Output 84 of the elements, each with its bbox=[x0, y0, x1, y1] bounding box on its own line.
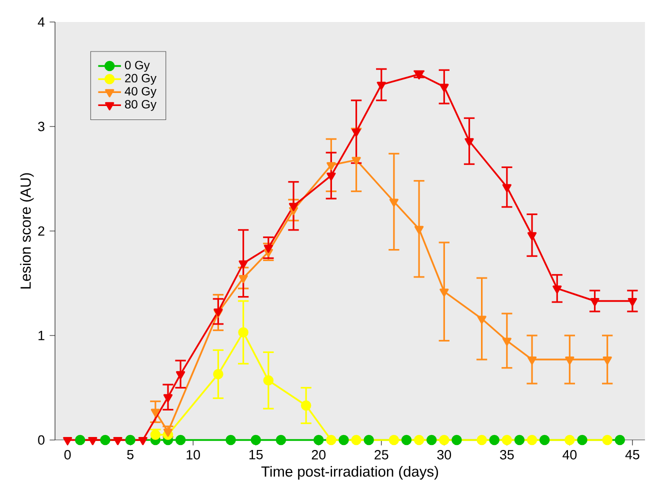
point bbox=[577, 434, 588, 446]
point bbox=[175, 434, 186, 446]
point bbox=[552, 285, 562, 294]
x-tick-label: 0 bbox=[64, 450, 71, 460]
point bbox=[628, 298, 638, 306]
point bbox=[376, 82, 386, 90]
point bbox=[74, 434, 86, 446]
point bbox=[602, 434, 612, 446]
y-tick-label: 2 bbox=[38, 226, 44, 236]
point bbox=[276, 434, 286, 446]
legend-label: 40 Gy bbox=[124, 86, 156, 98]
point bbox=[300, 400, 312, 411]
point bbox=[527, 232, 537, 240]
point bbox=[502, 184, 512, 192]
point bbox=[163, 428, 173, 437]
x-axis-title: Time post-irradiation (days) bbox=[261, 466, 438, 480]
point bbox=[150, 408, 160, 417]
point bbox=[477, 316, 486, 324]
point bbox=[288, 202, 298, 212]
point bbox=[526, 434, 538, 446]
y-tick-label: 4 bbox=[38, 17, 45, 27]
point bbox=[502, 434, 512, 446]
point bbox=[401, 434, 412, 446]
x-tick-label: 45 bbox=[625, 450, 640, 460]
point bbox=[176, 371, 186, 380]
point bbox=[352, 128, 361, 137]
point bbox=[565, 356, 574, 365]
x-tick-label: 25 bbox=[374, 450, 388, 460]
point bbox=[602, 356, 612, 365]
y-tick-label: 0 bbox=[38, 435, 44, 445]
legend-label: 80 Gy bbox=[125, 100, 156, 111]
point bbox=[564, 434, 575, 446]
point bbox=[351, 434, 362, 446]
x-tick-label: 10 bbox=[186, 450, 200, 460]
point bbox=[100, 434, 110, 446]
point bbox=[527, 356, 537, 365]
y-axis-title: Lesion score (AU) bbox=[20, 173, 34, 288]
point bbox=[138, 436, 148, 446]
y-tick-label: 1 bbox=[38, 330, 44, 340]
point bbox=[614, 434, 626, 446]
point bbox=[313, 434, 324, 446]
point bbox=[426, 434, 437, 446]
point bbox=[326, 434, 336, 446]
legend-label: 0 Gy bbox=[124, 60, 150, 72]
point bbox=[388, 434, 400, 446]
point bbox=[502, 338, 512, 346]
point bbox=[414, 226, 424, 234]
x-tick-label: 15 bbox=[249, 450, 263, 460]
point bbox=[452, 434, 462, 446]
point bbox=[514, 434, 525, 446]
x-tick-label: 30 bbox=[437, 450, 452, 460]
point bbox=[440, 84, 449, 92]
point bbox=[476, 434, 487, 446]
point bbox=[464, 138, 474, 146]
point bbox=[389, 198, 398, 207]
point bbox=[352, 156, 361, 166]
x-tick-label: 20 bbox=[312, 450, 326, 460]
point bbox=[364, 434, 374, 446]
point bbox=[414, 434, 424, 446]
point bbox=[590, 298, 600, 306]
point bbox=[238, 275, 248, 284]
point bbox=[62, 436, 72, 446]
point bbox=[250, 434, 261, 446]
point bbox=[238, 327, 248, 338]
legend-label: 20 Gy bbox=[125, 74, 156, 85]
point bbox=[338, 434, 349, 446]
point bbox=[489, 434, 500, 446]
point bbox=[125, 434, 136, 446]
point bbox=[213, 369, 224, 380]
point bbox=[163, 394, 173, 402]
point bbox=[440, 288, 449, 297]
point bbox=[439, 434, 450, 446]
point bbox=[539, 434, 550, 446]
y-tick-label: 3 bbox=[38, 122, 44, 132]
point bbox=[263, 375, 274, 386]
x-tick-label: 5 bbox=[127, 450, 134, 460]
x-tick-label: 35 bbox=[500, 450, 514, 460]
x-tick-label: 40 bbox=[562, 450, 577, 460]
point bbox=[326, 172, 336, 181]
point bbox=[88, 436, 98, 446]
point bbox=[326, 162, 336, 170]
point bbox=[226, 434, 236, 446]
point bbox=[113, 436, 122, 446]
point bbox=[238, 260, 248, 269]
